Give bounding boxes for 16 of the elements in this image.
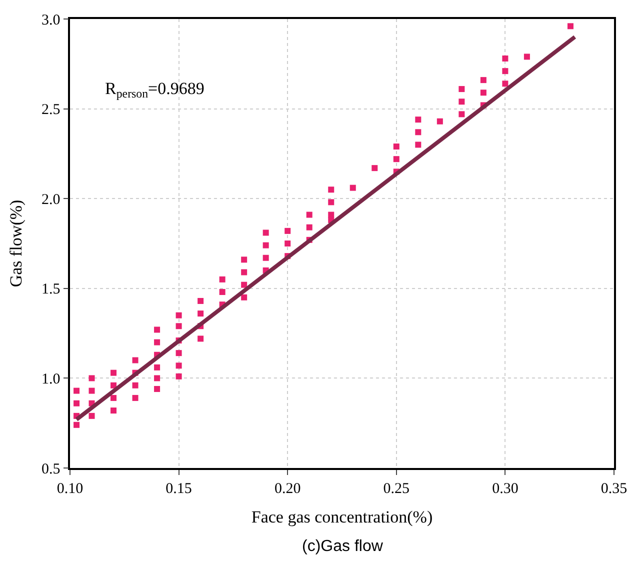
y-tick-label: 1.0 (42, 371, 60, 388)
y-tick-label: 3.0 (42, 12, 60, 28)
y-tick-label: 2.0 (42, 192, 60, 208)
x-tick-label: 0.25 (383, 480, 410, 497)
text: (c)Gas flow (302, 538, 384, 555)
x-tick-label: 0.20 (274, 480, 301, 497)
x-tick-label: 0.10 (56, 480, 84, 497)
x-tick-label: 0.35 (600, 480, 628, 497)
x-tick-label: 0.30 (492, 480, 518, 497)
x-axis-title: Face gas concentration(%) (251, 508, 433, 527)
y-tick-label: 0.5 (42, 461, 60, 478)
y-tick-label: 1.5 (42, 282, 60, 298)
y-tick-label: 2.5 (42, 102, 60, 118)
annotation: R$_{person}$=0.9689 (105, 79, 204, 101)
x-tick-label: 0.15 (166, 480, 192, 497)
y-axis-title: Gas flow(%) (6, 200, 26, 288)
